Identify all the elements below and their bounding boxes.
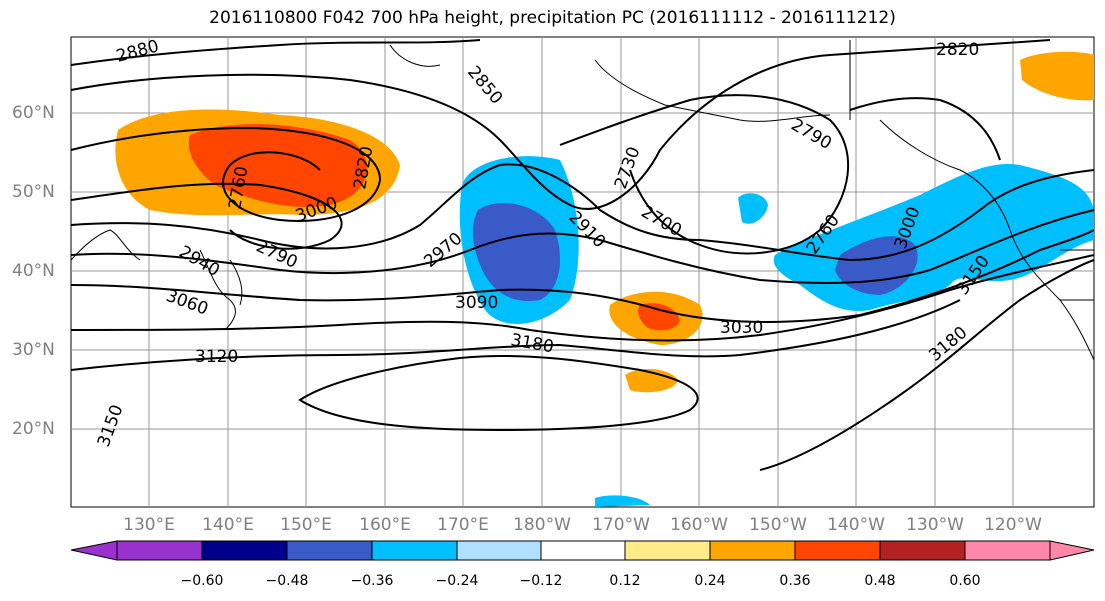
contour-label: 3030 [720,318,763,338]
colorbar-tick-label: 0.24 [694,573,726,589]
contour-label: 2820 [936,40,979,60]
lon-label: 150°W [749,515,807,535]
colorbar-segment [70,540,118,561]
colorbar-segment [794,540,881,561]
lon-label: 120°W [984,515,1042,535]
lat-label: 60°N [12,103,55,123]
lon-label: 150°E [280,515,332,535]
colorbar-tick-label: 0.12 [609,573,641,589]
precip-fills [115,51,1094,507]
colorbar-tick-label: −0.12 [519,573,563,589]
lat-label: 30°N [12,340,55,360]
lat-label: 20°N [12,419,55,439]
positive-region-northeast [1020,51,1094,101]
lon-label: 140°E [202,515,254,535]
colorbar-segment [624,540,711,561]
colorbar-tick-label: 0.48 [864,573,896,589]
lon-label: 170°W [592,515,650,535]
colorbar-segment [1049,540,1095,561]
negative-region-south [595,495,650,507]
contour-label: 3120 [195,347,238,367]
colorbar-tick-label: −0.36 [350,573,394,589]
lon-label: 170°E [437,515,489,535]
colorbar-segment [964,540,1051,561]
colorbar-segment [540,540,626,561]
colorbar-tick-label: 0.60 [949,573,981,589]
colorbar-tick-label: 0.36 [779,573,811,589]
colorbar-segment [456,540,542,561]
colorbar-segment [286,540,373,561]
colorbar-tick-label: −0.24 [435,573,479,589]
height-contours [70,39,1095,471]
colorbar-segment [116,540,203,561]
colorbar [70,540,1095,561]
colorbar-tick-label: −0.60 [180,573,224,589]
lat-label: 40°N [12,261,55,281]
colorbar-tick-label: −0.48 [265,573,309,589]
negative-region-small [738,193,768,224]
lon-label: 160°E [359,515,411,535]
positive-region-small [625,368,678,393]
strong-negative-region-east [835,236,918,295]
lon-label: 130°W [906,515,964,535]
lat-label: 50°N [12,182,55,202]
lon-label: 160°W [670,515,728,535]
colorbar-segment [709,540,796,561]
contour-label: 3090 [455,293,498,313]
strong-positive-region-west [188,124,368,208]
strong-negative-region-center [472,202,560,301]
colorbar-segment [371,540,458,561]
colorbar-segment [201,540,288,561]
strong-positive-region-center [638,303,680,331]
lon-label: 140°W [827,515,885,535]
lon-label: 130°E [123,515,175,535]
map-title: 2016110800 F042 700 hPa height, precipit… [209,8,896,28]
colorbar-segment [879,540,966,561]
coastlines [70,40,1095,361]
lon-label: 180°W [513,515,571,535]
